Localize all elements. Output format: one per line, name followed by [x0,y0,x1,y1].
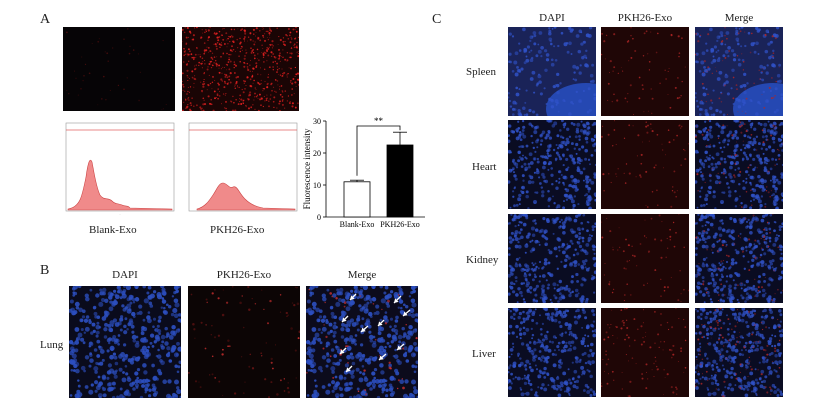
kidney-pkh26-exo-image [601,214,689,303]
panel-c-row-heart: Heart [472,161,497,173]
lung-merge-arrow-1 [349,293,357,301]
x-tick-label: PKH26-Exo [380,220,420,229]
y-tick-label: 10 [313,181,321,190]
panel-b-col-pkh26: PKH26-Exo [216,269,272,281]
heart-pkh26-exo-image [601,120,689,209]
y-tick-label: 20 [313,149,321,158]
panel-b-col-dapi: DAPI [112,269,138,281]
liver-pkh26-exo-image [601,308,689,397]
lung-merge-arrow-4 [377,319,385,327]
spleen-pkh26-exo-image [601,27,689,116]
bar-blank-exo [343,181,371,218]
panel-c-row-liver: Liver [472,348,496,360]
panel-b-col-merge: Merge [347,269,377,281]
heart-merge-image [695,120,783,209]
lung-merge-arrow-9 [378,353,387,361]
blank-exo-fluorescence-image [63,27,175,111]
kidney-dapi-image [508,214,596,303]
lung-merge-arrow-5 [402,309,411,317]
significance-label: ** [374,116,384,126]
pkh26-exo-flow-histogram [183,117,303,217]
lung-merge-arrow-3 [341,315,349,323]
lung-pkh26-image [188,286,300,398]
significance-bracket [356,125,401,176]
panel-c-row-spleen: Spleen [466,66,496,78]
panel-c-row-kidney: Kidney [466,254,499,266]
pkh26-exo-fluorescence-image [182,27,299,111]
panel-b-row-lung: Lung [40,339,64,351]
liver-merge-image [695,308,783,397]
lung-merge-arrow-8 [396,343,405,351]
blank-exo-flow-histogram: · [60,117,180,217]
spleen-merge-image [695,27,783,116]
y-tick-label: 30 [313,117,321,126]
svg-text:·: · [120,213,121,217]
lung-merge-arrow-10 [345,365,353,373]
lung-merge-arrow-7 [339,347,347,355]
y-tick-label: 0 [317,213,321,222]
kidney-merge-image [695,214,783,303]
heart-dapi-image [508,120,596,209]
pkh26-exo-caption: PKH26-Exo [210,224,265,236]
x-tick-label: Blank-Exo [340,220,375,229]
bar-pkh26-exo [386,144,414,218]
blank-exo-caption: Blank-Exo [89,224,137,236]
panel-c-letter: C [432,12,442,27]
liver-dapi-image [508,308,596,397]
panel-b-letter: B [40,263,50,278]
panel-c-col-dapi: DAPI [539,12,565,24]
lung-dapi-image [69,286,181,398]
lung-merge-arrow-6 [360,325,369,333]
fluorescence-bar-chart: 0 10 20 30 Fluorescence intensity Blank-Exo PK… [300,105,430,235]
panel-a-letter: A [40,12,51,27]
lung-merge-image [306,286,418,398]
panel-c-col-pkh26: PKH26-Exo [617,12,673,24]
spleen-dapi-image [508,27,596,116]
y-axis-label: Fluorescence intensity [302,128,312,209]
panel-c-col-merge: Merge [724,12,754,24]
lung-merge-arrow-2 [393,295,402,304]
